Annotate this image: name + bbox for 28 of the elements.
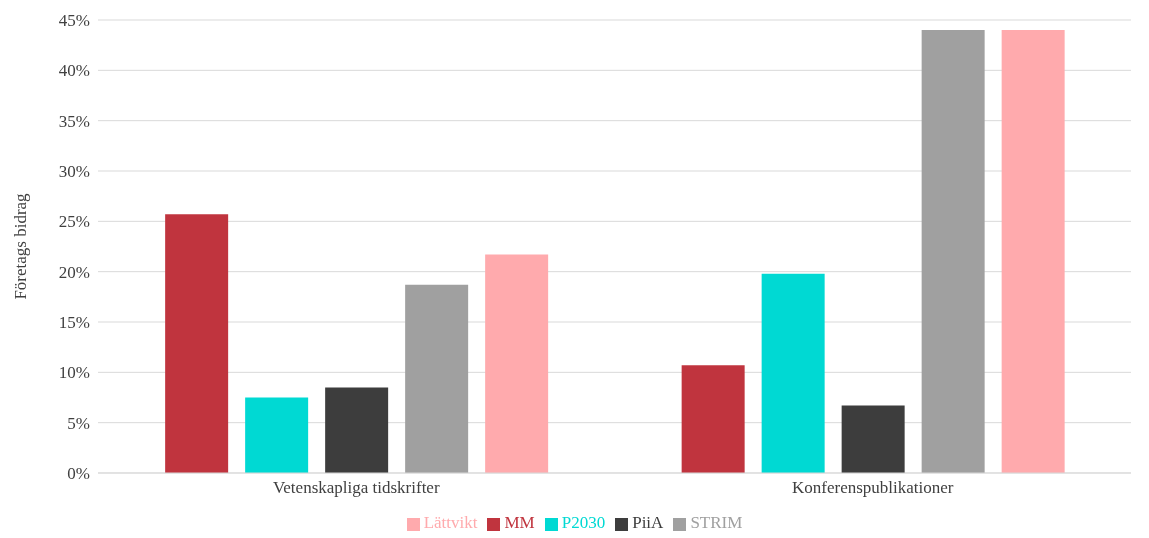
y-tick-label: 40%: [58, 61, 90, 81]
y-tick-label: 15%: [58, 313, 90, 333]
legend-label: Lättvikt: [423, 513, 478, 532]
bar: [1001, 30, 1065, 473]
legend-label: PiiA: [632, 513, 664, 532]
bar: [761, 273, 825, 473]
legend-label: STRIM: [690, 513, 743, 532]
legend-label: P2030: [561, 513, 606, 532]
bar: [485, 254, 549, 473]
bar: [841, 405, 905, 473]
bar: [921, 30, 985, 473]
y-tick-label: 45%: [58, 11, 90, 31]
y-tick-label: 5%: [67, 413, 90, 433]
y-tick-label: 0%: [67, 464, 90, 484]
bar: [165, 214, 229, 473]
legend-label: MM: [504, 513, 535, 532]
bar: [245, 397, 309, 473]
bar: [325, 387, 389, 473]
y-tick-label: 30%: [58, 162, 90, 182]
bar: [681, 365, 745, 473]
y-tick-label: 25%: [58, 212, 90, 232]
y-tick-label: 10%: [58, 363, 90, 383]
y-tick-label: 20%: [58, 262, 90, 282]
x-tick-label: Konferenspublikationer: [792, 478, 954, 498]
x-tick-label: Vetenskapliga tidskrifter: [272, 478, 440, 498]
bar: [405, 284, 469, 473]
y-tick-label: 35%: [58, 111, 90, 131]
y-axis-title: Företags bidrag: [11, 192, 31, 300]
